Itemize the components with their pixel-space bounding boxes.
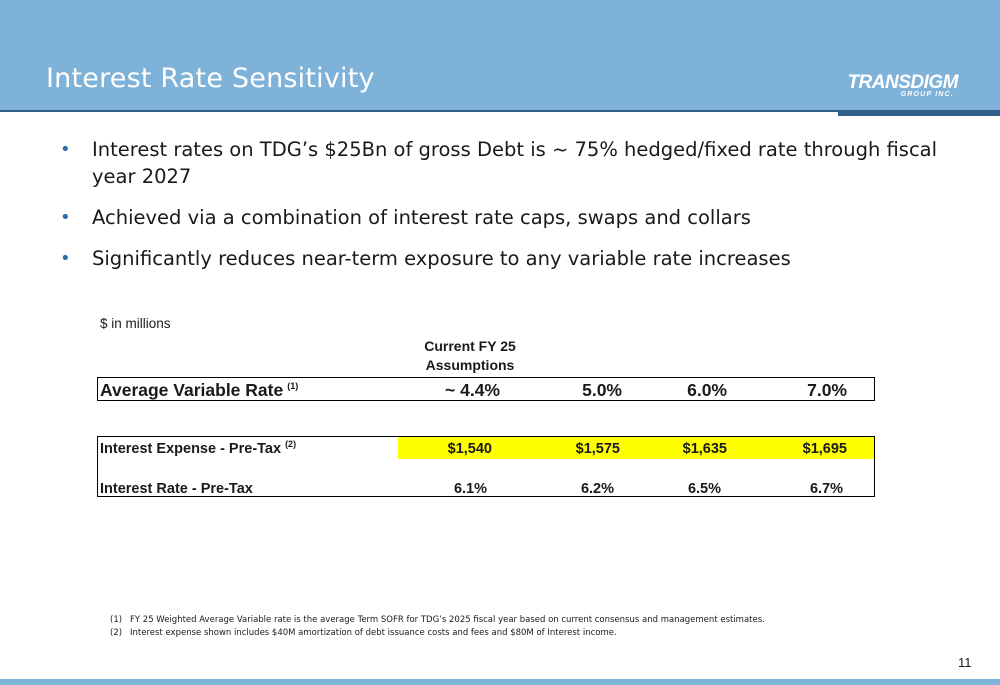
interest-expense-value: $1,695: [802, 441, 847, 457]
page-number: 11: [958, 655, 972, 670]
footnote-text: FY 25 Weighted Average Variable rate is …: [130, 615, 765, 625]
interest-expense-value: $1,540: [447, 441, 492, 457]
logo-subtitle: GROUP INC.: [900, 91, 954, 98]
header-accent-bar: [838, 112, 1000, 116]
footnote-item: (2) Interest expense shown includes $40M …: [110, 627, 765, 640]
footnote-number: (2): [110, 628, 123, 638]
bullet-dot-icon: •: [60, 207, 71, 228]
interest-rate-value: 6.1%: [453, 481, 487, 497]
interest-rate-value: 6.5%: [687, 481, 721, 497]
page-title: Interest Rate Sensitivity: [46, 63, 375, 94]
bullet-item: • Achieved via a combination of interest …: [60, 204, 970, 231]
table-column-header: Current FY 25 Assumptions: [424, 338, 516, 373]
interest-expense-value: $1,635: [682, 441, 727, 457]
interest-rate-value: 6.2%: [580, 481, 614, 497]
bullet-dot-icon: •: [60, 248, 71, 269]
bullet-dot-icon: •: [60, 139, 71, 160]
footnote-ref: (1): [287, 381, 299, 392]
bullet-text: Interest rates on TDG’s $25Bn of gross D…: [92, 138, 938, 188]
interest-rate-value: 6.7%: [809, 481, 843, 497]
interest-expense-value: $1,575: [575, 441, 620, 457]
avg-rate-label-cell: Average Variable Rate (1): [100, 380, 298, 401]
footnote-item: (1) FY 25 Weighted Average Variable rate …: [110, 614, 765, 627]
footnote-ref: (2): [285, 439, 297, 450]
footnote-number: (1): [110, 615, 123, 625]
footnotes: (1) FY 25 Weighted Average Variable rate …: [110, 614, 765, 640]
header-divider: [0, 110, 1000, 112]
bullet-text: Achieved via a combination of interest r…: [92, 206, 751, 229]
avg-rate-value: 6.0%: [687, 380, 727, 400]
bullet-item: • Interest rates on TDG’s $25Bn of gross …: [60, 136, 970, 190]
interest-expense-label-cell: Interest Expense - Pre-Tax (2): [100, 439, 297, 457]
logo-wordmark: TRANSDIGM: [847, 72, 958, 93]
table-units-note: $ in millions: [100, 316, 171, 331]
bullet-list: • Interest rates on TDG’s $25Bn of gross …: [60, 136, 970, 286]
bullet-item: • Significantly reduces near-term exposur…: [60, 245, 970, 272]
avg-rate-label: Average Variable Rate: [100, 380, 284, 400]
company-logo: TRANSDIGM GROUP INC.: [838, 72, 968, 102]
header-band: [0, 0, 1000, 110]
bullet-text: Significantly reduces near-term exposure…: [92, 247, 791, 270]
interest-rate-label: Interest Rate - Pre-Tax: [100, 481, 253, 497]
avg-rate-row-box: [97, 377, 875, 401]
avg-rate-value: 5.0%: [582, 380, 622, 400]
footnote-text: Interest expense shown includes $40M amo…: [130, 628, 617, 638]
interest-expense-label: Interest Expense - Pre-Tax: [100, 441, 282, 457]
avg-rate-value: ~ 4.4%: [445, 380, 500, 400]
interest-table-box: [97, 436, 875, 497]
avg-rate-value: 7.0%: [807, 380, 847, 400]
footer-bar: [0, 679, 1000, 685]
highlight-band: [398, 437, 874, 459]
